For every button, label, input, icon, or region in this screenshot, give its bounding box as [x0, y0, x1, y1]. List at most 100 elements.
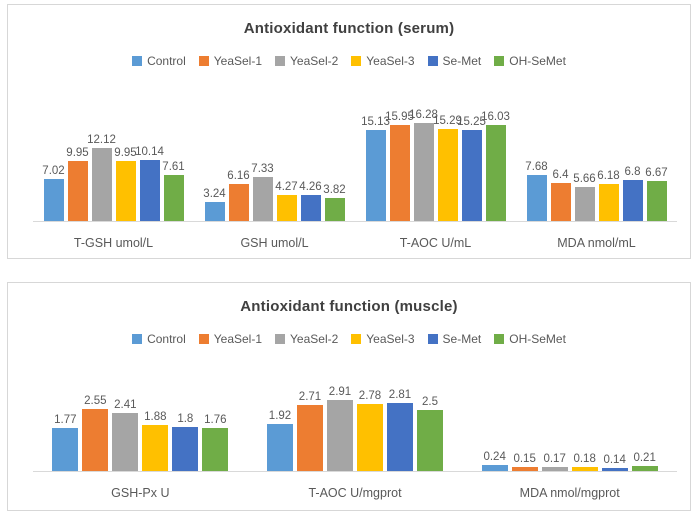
legend-swatch-icon	[198, 56, 209, 66]
bar-column: 0.15	[511, 453, 538, 471]
bar	[598, 183, 619, 221]
legend-swatch-icon	[351, 56, 362, 66]
legend-item: Control	[132, 54, 186, 68]
legend-item: OH-SeMet	[494, 332, 566, 346]
legend-item: YeaSel-3	[351, 54, 415, 68]
category-label: T-AOC U/mgprot	[308, 486, 402, 500]
bar	[252, 177, 273, 221]
value-label: 1.8	[177, 413, 194, 426]
value-label: 6.8	[624, 166, 641, 179]
bar-column: 7.33	[251, 163, 274, 221]
bar-column: 15.29	[433, 115, 462, 221]
bar-column: 2.55	[82, 395, 109, 471]
bar-column: 3.82	[323, 184, 346, 221]
value-label: 16.28	[409, 109, 438, 122]
value-label: 7.02	[42, 164, 65, 177]
bar	[511, 467, 538, 471]
value-label: 15.25	[457, 115, 486, 128]
bar	[365, 130, 386, 221]
value-label: 2.5	[422, 396, 438, 409]
bar	[417, 410, 443, 471]
value-label: 12.12	[87, 134, 116, 147]
bar	[571, 466, 598, 471]
value-label: 3.24	[203, 187, 226, 200]
value-label: 0.15	[513, 453, 536, 466]
bar	[481, 465, 508, 471]
value-label: 6.67	[645, 167, 668, 179]
bar-column: 6.4	[550, 169, 571, 221]
value-label: 6.18	[597, 169, 620, 182]
legend-item: YeaSel-3	[351, 332, 415, 346]
legend-swatch-icon	[494, 334, 505, 344]
bar-column: 9.95	[114, 147, 137, 221]
bar	[387, 402, 413, 471]
chart-title-serum: Antioxidant function (serum)	[243, 20, 455, 37]
legend-swatch-icon	[427, 334, 438, 344]
legend-swatch-icon	[275, 334, 286, 344]
legend-item: YeaSel-1	[198, 332, 262, 346]
category-label: T-GSH umol/L	[73, 236, 154, 250]
bar-group: 1.92 2.71 2.91 2.78 2.81 2.5	[248, 386, 463, 471]
bar-column: 2.78	[357, 389, 383, 471]
value-label: 9.95	[66, 147, 89, 160]
value-label: 3.82	[323, 184, 346, 197]
bar-column: 6.18	[597, 169, 620, 221]
legend-label: Control	[147, 54, 186, 68]
category-label: T-AOC U/mL	[399, 236, 472, 250]
bar-column: 6.8	[622, 166, 643, 221]
bar-column: 12.12	[87, 134, 116, 221]
chart-title-muscle: Antioxidant function (muscle)	[240, 298, 458, 315]
bar	[357, 403, 383, 471]
bar-column: 10.14	[135, 146, 164, 221]
bar	[389, 125, 410, 221]
plot-area-serum: 7.02 9.95 12.12 9.95 10.14 7.61 3.24 6.16 7.33 4.…	[33, 109, 677, 222]
plot-area-muscle: 1.77 2.55 2.41 1.88 1.8 1.76 1.92 2.71 2.91 2.78 2…	[33, 386, 677, 472]
legend-item: OH-SeMet	[494, 54, 566, 68]
chart-panel-serum: Antioxidant function (serum) Control YeaS…	[7, 4, 691, 259]
bar-column: 1.92	[267, 410, 293, 471]
bar-column: 4.27	[275, 181, 298, 221]
category-label: MDA nmol/mL	[557, 236, 636, 250]
bar-column: 2.71	[297, 391, 323, 471]
legend-label: Se-Met	[442, 54, 482, 68]
bar	[139, 160, 160, 221]
legend-swatch-icon	[132, 334, 143, 344]
legend-label: YeaSel-1	[213, 54, 263, 68]
bar	[142, 425, 169, 471]
bar	[437, 129, 458, 221]
bar-column: 3.24	[203, 187, 226, 221]
value-label: 2.41	[114, 398, 137, 411]
bar	[297, 405, 323, 471]
value-label: 0.17	[543, 452, 566, 465]
legend-swatch-icon	[427, 56, 438, 66]
value-label: 7.61	[162, 161, 185, 174]
value-label: 2.81	[388, 388, 412, 401]
bar-column: 15.13	[361, 116, 390, 221]
value-label: 0.24	[483, 451, 506, 464]
bar-column: 6.67	[645, 167, 668, 221]
bar-group: 3.24 6.16 7.33 4.27 4.26 3.82	[194, 163, 355, 221]
bar-group: 7.02 9.95 12.12 9.95 10.14 7.61	[33, 134, 194, 221]
bar	[115, 161, 136, 221]
bar	[574, 187, 595, 221]
bar	[550, 182, 571, 221]
category-label: GSH-Px U	[111, 486, 170, 500]
bar	[461, 129, 482, 221]
bar-column: 1.88	[142, 411, 169, 471]
value-label: 15.95	[385, 111, 414, 124]
bar	[300, 195, 321, 221]
bar	[91, 148, 112, 221]
bar-column: 7.02	[42, 164, 65, 221]
value-label: 10.14	[135, 146, 164, 159]
bar	[327, 400, 353, 471]
bar-group: 0.24 0.15 0.17 0.18 0.14 0.21	[462, 451, 677, 471]
value-label: 0.21	[633, 451, 656, 464]
value-label: 2.78	[358, 389, 382, 402]
bar-column: 1.77	[52, 414, 79, 471]
bar-column: 9.95	[66, 147, 89, 221]
bar-column: 2.91	[327, 386, 353, 471]
legend-item: YeaSel-2	[275, 54, 338, 68]
value-label: 4.26	[299, 181, 322, 194]
value-label: 4.27	[275, 181, 298, 194]
bar-column: 0.24	[481, 451, 508, 471]
